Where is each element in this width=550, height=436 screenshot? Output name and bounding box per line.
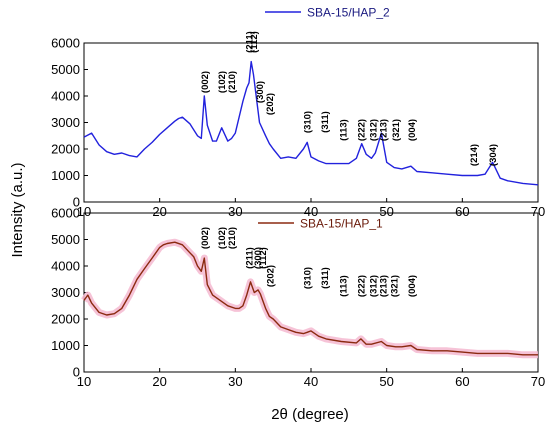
peak-label: (321) (391, 119, 402, 141)
x-tick-label: 50 (379, 374, 393, 389)
peak-label: (004) (407, 275, 418, 297)
y-tick-label: 4000 (51, 259, 80, 274)
y-tick-label: 6000 (51, 206, 80, 221)
peak-label: (210) (227, 71, 238, 93)
y-tick-label: 0 (73, 365, 80, 380)
y-tick-label: 0 (73, 195, 80, 210)
y-tick-label: 2000 (51, 142, 80, 157)
x-tick-label: 10 (77, 204, 91, 219)
y-tick-label: 3000 (51, 115, 80, 130)
peak-label: (112) (258, 247, 269, 269)
x-tick-label: 10 (77, 374, 91, 389)
y-tick-label: 4000 (51, 89, 80, 104)
peak-label: (202) (266, 265, 277, 287)
y-tick-label: 3000 (51, 285, 80, 300)
peak-label: (102) (217, 71, 228, 93)
peak-label: (222) (356, 275, 367, 297)
x-tick-label: 60 (455, 374, 469, 389)
x-tick-label: 40 (304, 204, 318, 219)
x-tick-label: 20 (152, 204, 166, 219)
y-tick-label: 1000 (51, 338, 80, 353)
peak-label: (210) (227, 227, 238, 249)
peak-label: (311) (320, 267, 331, 289)
x-tick-label: 20 (152, 374, 166, 389)
x-axis-title: 2θ (degree) (271, 406, 349, 423)
peak-label: (213) (378, 275, 389, 297)
y-tick-label: 2000 (51, 312, 80, 327)
peak-label: (113) (338, 275, 349, 297)
peak-label: (202) (265, 93, 276, 115)
plot-frame (83, 212, 539, 373)
peak-label: (211) (245, 247, 256, 269)
peak-label: (112) (249, 31, 260, 53)
x-tick-label: 70 (531, 374, 545, 389)
x-tick-label: 40 (304, 374, 318, 389)
peak-label: (300) (255, 81, 266, 103)
peak-label: (310) (303, 267, 314, 289)
peak-label: (312) (369, 119, 380, 141)
peak-label: (214) (469, 144, 480, 166)
series-line (83, 241, 538, 356)
series-line (83, 60, 539, 186)
peak-label: (300) (253, 247, 264, 269)
peak-label: (002) (200, 71, 211, 93)
peak-label: (102) (217, 227, 228, 249)
y-tick-label: 1000 (51, 168, 80, 183)
x-tick-label: 50 (379, 204, 393, 219)
x-tick-label: 70 (531, 204, 545, 219)
x-tick-label: 30 (228, 374, 242, 389)
peak-label: (310) (303, 111, 314, 133)
x-tick-label: 30 (228, 204, 242, 219)
peak-label: (311) (320, 111, 331, 133)
y-tick-label: 6000 (51, 36, 80, 51)
y-axis-title: Intensity (a.u.) (9, 162, 26, 257)
legend-label: SBA-15/HAP_1 (300, 217, 383, 231)
peak-label: (321) (390, 275, 401, 297)
peak-label: (222) (356, 119, 367, 141)
x-tick-label: 60 (455, 204, 469, 219)
y-tick-label: 5000 (51, 232, 80, 247)
y-tick-label: 5000 (51, 62, 80, 77)
peak-label: (304) (488, 144, 499, 166)
peak-label: (312) (369, 275, 380, 297)
legend-label: SBA-15/HAP_2 (307, 6, 390, 20)
peak-label: (113) (338, 119, 349, 141)
peak-label: (213) (378, 119, 389, 141)
peak-label: (004) (407, 119, 418, 141)
peak-label: (002) (200, 227, 211, 249)
peak-label: (211) (245, 31, 256, 53)
